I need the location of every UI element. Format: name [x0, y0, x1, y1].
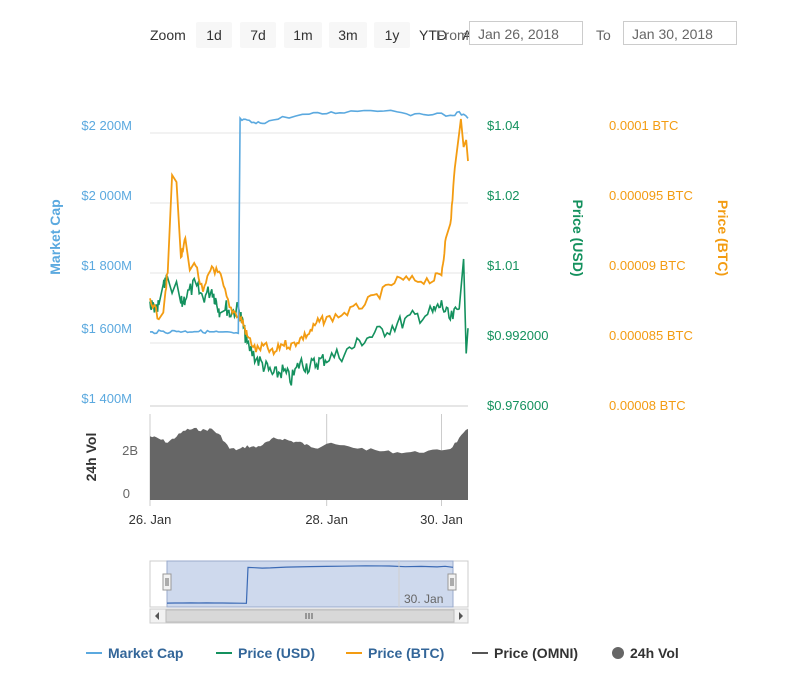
x-tick-label: 26. Jan: [129, 512, 172, 527]
scrollbar-right-arrow-icon[interactable]: [459, 612, 463, 620]
series-24h-vol-area: [150, 427, 468, 500]
y-axis-title-market-cap: Market Cap: [47, 199, 63, 274]
legend-swatch: [346, 652, 362, 655]
legend-item-market-cap[interactable]: Market Cap: [86, 645, 183, 661]
y-tick-price-btc: 0.00009 BTC: [609, 258, 686, 273]
legend-swatch: [472, 652, 488, 655]
series-price-btc-line: [149, 118, 469, 357]
navigator-left-handle[interactable]: [162, 573, 172, 591]
zoom-7d-button[interactable]: 7d: [240, 22, 276, 48]
y-tick-price-btc: 0.000085 BTC: [609, 328, 693, 343]
y-tick-price-usd: $1.04: [487, 118, 520, 133]
x-tick-label: 28. Jan: [305, 512, 348, 527]
series-price-usd-line: [149, 258, 469, 386]
legend-swatch: [612, 647, 624, 660]
legend-item-price-btc[interactable]: Price (BTC): [346, 645, 444, 661]
zoom-1d-button[interactable]: 1d: [196, 22, 232, 48]
to-label: To: [596, 27, 611, 43]
y-tick-price-btc: 0.0001 BTC: [609, 118, 678, 133]
zoom-3m-button[interactable]: 3m: [329, 22, 367, 48]
navigator-right-handle[interactable]: [447, 573, 457, 591]
y-axis-title-price-usd: Price (USD): [570, 199, 586, 276]
legend-label: Price (OMNI): [494, 645, 579, 661]
legend-label: 24h Vol: [630, 645, 679, 661]
legend-item-price-usd[interactable]: Price (USD): [216, 645, 315, 661]
y-tick-market-cap: $2 000M: [81, 188, 132, 203]
y-tick-price-usd: $1.01: [487, 258, 520, 273]
legend-item-price-omni[interactable]: Price (OMNI): [472, 645, 578, 661]
from-date-input[interactable]: Jan 26, 2018: [469, 21, 583, 45]
navigator-series-line: [166, 565, 454, 604]
y-axis-title-price-btc: Price (BTC): [715, 200, 731, 276]
y-tick-price-usd: $0.976000: [487, 398, 548, 413]
y-tick-price-btc: 0.000095 BTC: [609, 188, 693, 203]
x-tick-label: 30. Jan: [420, 512, 463, 527]
y-tick-price-usd: $1.02: [487, 188, 520, 203]
y-tick-price-usd: $0.992000: [487, 328, 548, 343]
zoom-1m-button[interactable]: 1m: [284, 22, 322, 48]
legend-item-24h-vol[interactable]: 24h Vol: [612, 645, 679, 661]
y-tick-market-cap: $1 600M: [81, 321, 132, 336]
y-tick-market-cap: $1 400M: [81, 391, 132, 406]
scrollbar-left-arrow-icon[interactable]: [155, 612, 159, 620]
series-market-cap-line: [149, 109, 469, 335]
legend-swatch: [216, 652, 232, 655]
y-tick-market-cap: $2 200M: [81, 118, 132, 133]
y-tick-price-btc: 0.00008 BTC: [609, 398, 686, 413]
legend-label: Price (USD): [238, 645, 316, 661]
y-tick-volume: 0: [123, 486, 130, 501]
legend-label: Market Cap: [108, 645, 184, 661]
zoom-label: Zoom: [150, 27, 186, 43]
navigator-tick-label: 30. Jan: [404, 592, 443, 606]
to-date-input[interactable]: Jan 30, 2018: [623, 21, 737, 45]
y-axis-title-volume: 24h Vol: [83, 433, 99, 482]
y-tick-volume: 2B: [122, 443, 138, 458]
scrollbar-thumb[interactable]: [165, 609, 455, 623]
legend-swatch: [86, 652, 102, 655]
legend-label: Price (BTC): [368, 645, 445, 661]
zoom-ytd-button[interactable]: YTD: [419, 27, 447, 43]
y-tick-market-cap: $1 800M: [81, 258, 132, 273]
zoom-1y-button[interactable]: 1y: [374, 22, 410, 48]
from-label: From: [436, 27, 469, 43]
